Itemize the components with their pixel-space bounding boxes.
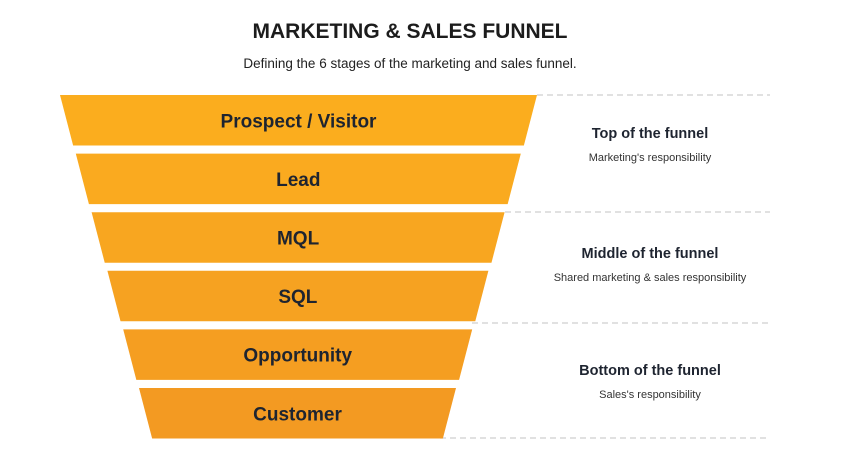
funnel-stage-1 (60, 95, 537, 146)
stage-label: MQL (277, 228, 320, 249)
funnel-stage-6 (139, 388, 456, 439)
group-bottom: Bottom of the funnel Sales's responsibil… (530, 363, 770, 401)
funnel-stage-3 (91, 212, 505, 263)
group-description: Sales's responsibility (599, 389, 701, 401)
funnel-stage-2 (75, 153, 521, 205)
group-description: Marketing's responsibility (588, 152, 712, 164)
stage-label: Opportunity (243, 346, 352, 367)
stage-label: Prospect / Visitor (221, 111, 378, 132)
stage-label: SQL (278, 287, 317, 308)
funnel-stage-4 (107, 270, 489, 322)
stage-label: Lead (276, 170, 320, 191)
diagram-subtitle: Defining the 6 stages of the marketing a… (243, 56, 577, 71)
funnel-stage-5 (123, 329, 473, 380)
diagram-title: MARKETING & SALES FUNNEL (252, 20, 568, 43)
group-description: Shared marketing & sales responsibility (553, 272, 747, 284)
group-middle: Middle of the funnel Shared marketing & … (530, 246, 770, 284)
group-heading: Bottom of the funnel (579, 363, 721, 379)
group-top: Top of the funnel Marketing's responsibi… (530, 126, 770, 164)
group-heading: Top of the funnel (591, 126, 709, 142)
group-heading: Middle of the funnel (581, 246, 719, 262)
stage-label: Customer (253, 404, 342, 425)
